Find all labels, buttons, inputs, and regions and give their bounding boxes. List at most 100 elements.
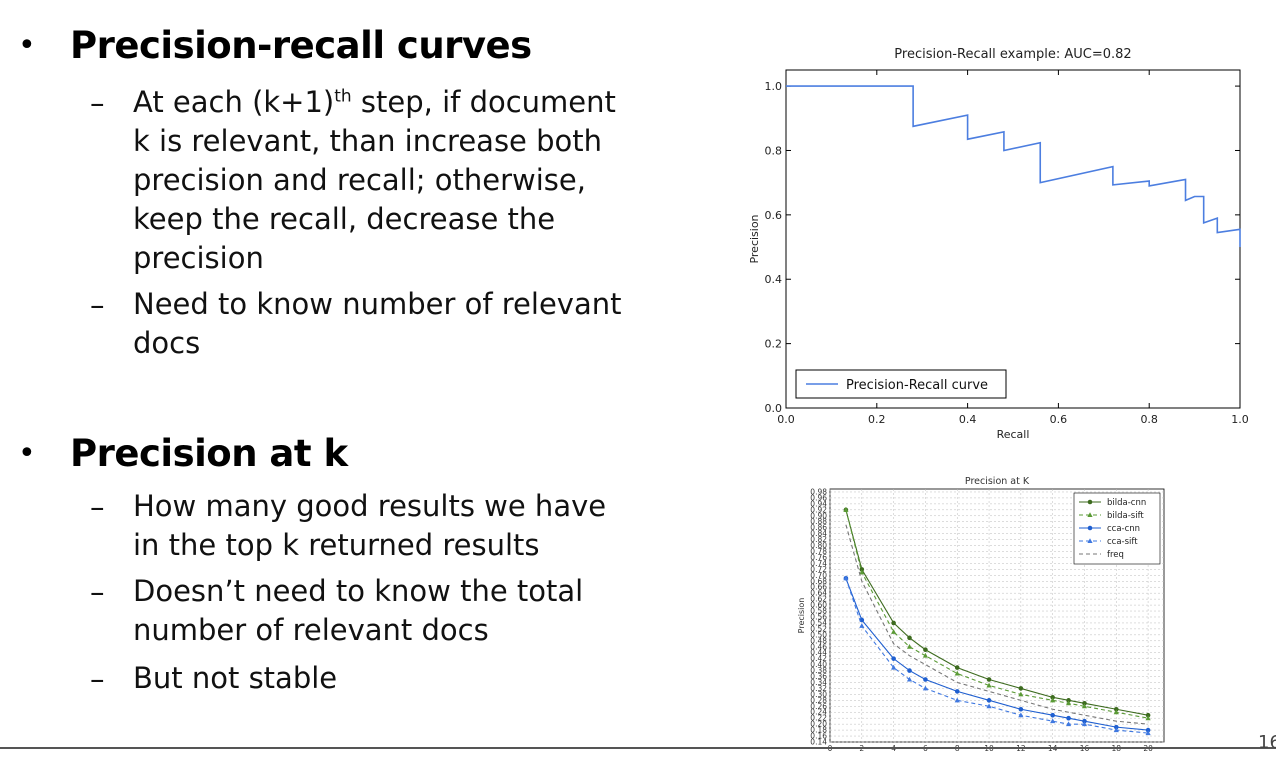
data-point-bilda-sift	[906, 643, 913, 649]
y-tick-label: 0.66	[810, 583, 827, 592]
text-line: Need to know number of relevant	[133, 287, 622, 321]
data-point-cca-cnn	[907, 668, 912, 673]
data-point-bilda-sift	[1065, 700, 1072, 706]
data-point-cca-sift	[1065, 721, 1072, 727]
legend-label: freq	[1107, 550, 1124, 560]
y-tick-label: 0.26	[810, 702, 827, 711]
y-tick-label: 0.18	[810, 726, 827, 735]
y-tick-label: 0.94	[810, 499, 827, 508]
data-point-cca-sift	[1018, 712, 1024, 718]
section-heading-pr: Precision-recall curves	[70, 24, 532, 67]
legend-label: cca-cnn	[1107, 524, 1140, 534]
y-tick-label: 0.52	[810, 624, 827, 633]
y-tick-label: 0.76	[810, 553, 827, 562]
sub-point-1: At each (k+1)th step, if document k is r…	[133, 83, 616, 278]
legend-label: cca-sift	[1107, 537, 1138, 547]
x-tick-label: 0.8	[1140, 413, 1158, 426]
legend-marker	[1087, 499, 1093, 505]
y-tick-label: 0.44	[810, 648, 827, 657]
y-tick-label: 0.60	[810, 601, 827, 610]
sub-dash: –	[90, 288, 105, 322]
legend-marker	[1087, 525, 1093, 531]
bullet-dot: •	[18, 28, 36, 63]
series-line-freq	[845, 524, 1149, 725]
data-point-cca-sift	[859, 623, 865, 628]
data-point-bilda-sift	[891, 629, 897, 634]
y-tick-label: 0.4	[765, 273, 783, 286]
legend-marker	[1087, 512, 1093, 517]
y-tick-label: 0.88	[810, 517, 827, 526]
plot-frame	[785, 69, 1241, 409]
data-point-cca-cnn	[986, 698, 992, 703]
data-point-cca-sift	[891, 664, 897, 670]
legend-label: bilda-sift	[1107, 511, 1144, 521]
x-tick-label: 1.0	[1231, 413, 1249, 426]
y-tick-label: 0.24	[810, 708, 827, 717]
data-point-bilda-cnn	[891, 620, 896, 626]
y-tick-label: 0.58	[810, 607, 827, 616]
y-tick-label: 0.68	[810, 577, 827, 586]
data-point-cca-sift	[1113, 727, 1119, 733]
y-axis-label: Precision	[797, 598, 806, 634]
data-point-bilda-cnn	[923, 647, 928, 653]
y-tick-label: 0.72	[810, 565, 827, 574]
data-point-cca-sift	[954, 697, 960, 703]
data-point-bilda-cnn	[954, 665, 960, 670]
sub-point-2: Need to know number of relevant docs	[133, 285, 621, 363]
data-point-cca-sift	[1145, 730, 1151, 736]
data-point-bilda-cnn	[986, 677, 992, 682]
sub-point-5: But not stable	[133, 659, 337, 698]
text-line: precision and recall; otherwise,	[133, 163, 586, 197]
text-line: keep the recall, decrease the	[133, 202, 556, 236]
chart-title: Precision-Recall example: AUC=0.82	[894, 47, 1131, 62]
y-axis-label: Precision	[748, 214, 761, 263]
x-tick-label: 0.4	[959, 413, 977, 426]
text-line: step, if document	[351, 85, 616, 119]
data-point-bilda-cnn	[1082, 701, 1087, 706]
x-tick-label: 0.6	[1050, 413, 1068, 426]
data-point-bilda-cnn	[859, 567, 865, 572]
y-tick-label: 0.22	[810, 714, 827, 723]
y-tick-label: 0.34	[810, 678, 827, 687]
text-line: But not stable	[133, 661, 338, 695]
pak-chart-svg: Precision at K024681012141618200.140.180…	[797, 476, 1165, 753]
y-tick-label: 0.74	[810, 559, 827, 568]
y-tick-label: 0.48	[810, 636, 827, 645]
y-tick-label: 0.80	[810, 541, 827, 550]
sub-dash: –	[90, 575, 105, 609]
data-point-bilda-cnn	[1050, 695, 1055, 700]
y-tick-label: 0.86	[810, 523, 827, 532]
data-point-bilda-sift	[1050, 697, 1056, 703]
data-point-cca-cnn	[1066, 715, 1071, 721]
y-tick-label: 0.36	[810, 672, 827, 681]
data-point-cca-cnn	[1113, 724, 1119, 730]
data-point-bilda-sift	[986, 682, 992, 688]
data-point-cca-sift	[922, 685, 929, 691]
pr-curve-line	[786, 85, 1241, 248]
data-point-bilda-sift	[1145, 715, 1151, 721]
page-number: 16	[1258, 732, 1276, 753]
section-heading-pak: Precision at k	[70, 432, 348, 475]
data-point-cca-cnn	[1082, 718, 1087, 724]
sub-point-3: How many good results we have in the top…	[133, 487, 606, 565]
data-point-bilda-sift	[1113, 709, 1119, 715]
data-point-bilda-sift	[954, 670, 960, 676]
sub-point-4: Doesn’t need to know the total number of…	[133, 572, 583, 650]
x-axis-label: Recall	[997, 428, 1030, 441]
y-tick-label: 0.92	[810, 505, 827, 514]
y-tick-label: 0.28	[810, 696, 827, 705]
slide-text: • Precision-recall curves – At each (k+1…	[18, 24, 621, 698]
y-tick-label: 0.6	[765, 209, 783, 222]
data-point-cca-sift	[906, 676, 913, 682]
y-tick-label: 0.42	[810, 654, 827, 663]
data-point-cca-cnn	[923, 677, 928, 682]
data-point-cca-cnn	[891, 656, 896, 661]
y-tick-label: 0.54	[810, 618, 827, 627]
y-tick-label: 0.16	[810, 732, 827, 741]
y-tick-label: 0.0	[765, 402, 783, 415]
text-line: How many good results we have	[133, 489, 607, 523]
text-line: Doesn’t need to know the total	[133, 574, 584, 608]
y-tick-label: 0.38	[810, 666, 827, 675]
chart-title: Precision at K	[965, 476, 1030, 487]
legend-marker	[1087, 538, 1093, 543]
